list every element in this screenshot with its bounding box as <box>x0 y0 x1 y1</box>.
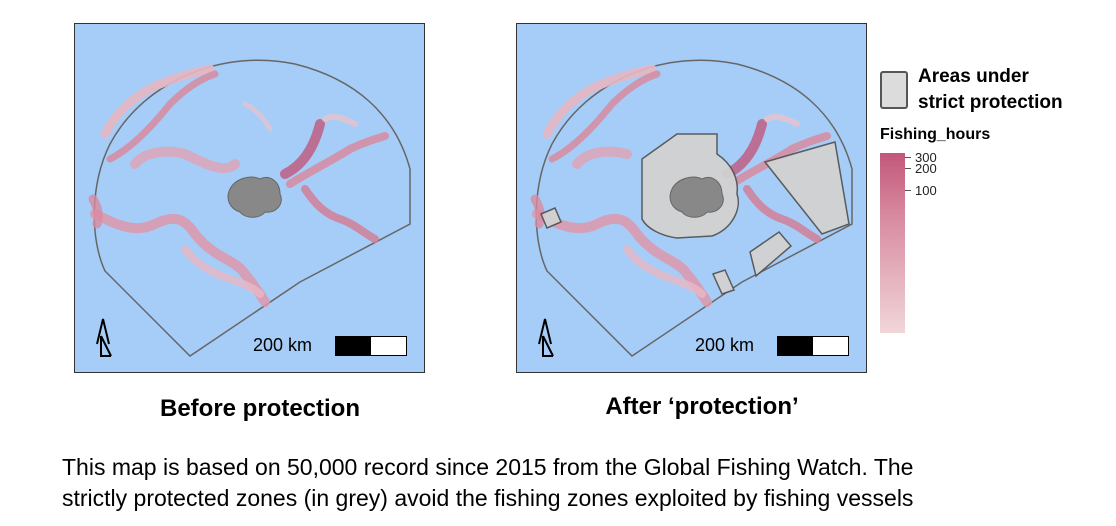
legend-protected-line2: strict protection <box>918 92 1063 113</box>
legend-tick-200: 200 <box>915 161 937 176</box>
map-after-svg <box>530 59 853 357</box>
map-panel-before: 200 km <box>74 23 425 373</box>
protected-zone-west <box>540 207 562 229</box>
eez-boundary <box>535 59 853 357</box>
scale-bar-before <box>335 336 407 356</box>
eez-boundary <box>93 59 411 357</box>
caption-after: After ‘protection’ <box>605 393 799 420</box>
protected-zone-east <box>763 141 850 235</box>
fishing-density <box>530 64 831 307</box>
legend-tick-100: 100 <box>915 183 937 198</box>
protected-zone-southeast <box>749 230 793 278</box>
legend-fishing-gradient <box>880 153 905 333</box>
map-before-svg <box>88 59 411 357</box>
description-line2: strictly protected zones (in grey) avoid… <box>62 485 914 511</box>
legend-tick-300: 300 <box>915 150 937 165</box>
legend-protected-line1: Areas under <box>918 66 1029 87</box>
legend-fishing-title: Fishing_hours <box>880 126 991 143</box>
legend-tick-mark <box>905 157 911 158</box>
legend-tick-mark <box>905 190 911 191</box>
protected-zone-south <box>711 269 736 295</box>
north-arrow <box>96 318 112 357</box>
island <box>669 176 724 218</box>
island <box>227 176 282 218</box>
north-arrow <box>538 318 554 357</box>
description-line1: This map is based on 50,000 record since… <box>62 454 914 480</box>
legend-protected-label: Areas under strict protection <box>918 64 1063 116</box>
description-text: This map is based on 50,000 record since… <box>62 452 913 514</box>
caption-before: Before protection <box>159 395 360 422</box>
legend-protected-swatch <box>880 71 908 109</box>
scale-label-before: 200 km <box>253 335 313 355</box>
map-panel-after: 200 km <box>516 23 867 373</box>
scale-bar-after <box>777 336 849 356</box>
scale-label-after: 200 km <box>695 335 755 355</box>
fishing-density <box>88 64 389 307</box>
legend-tick-mark <box>905 168 911 169</box>
